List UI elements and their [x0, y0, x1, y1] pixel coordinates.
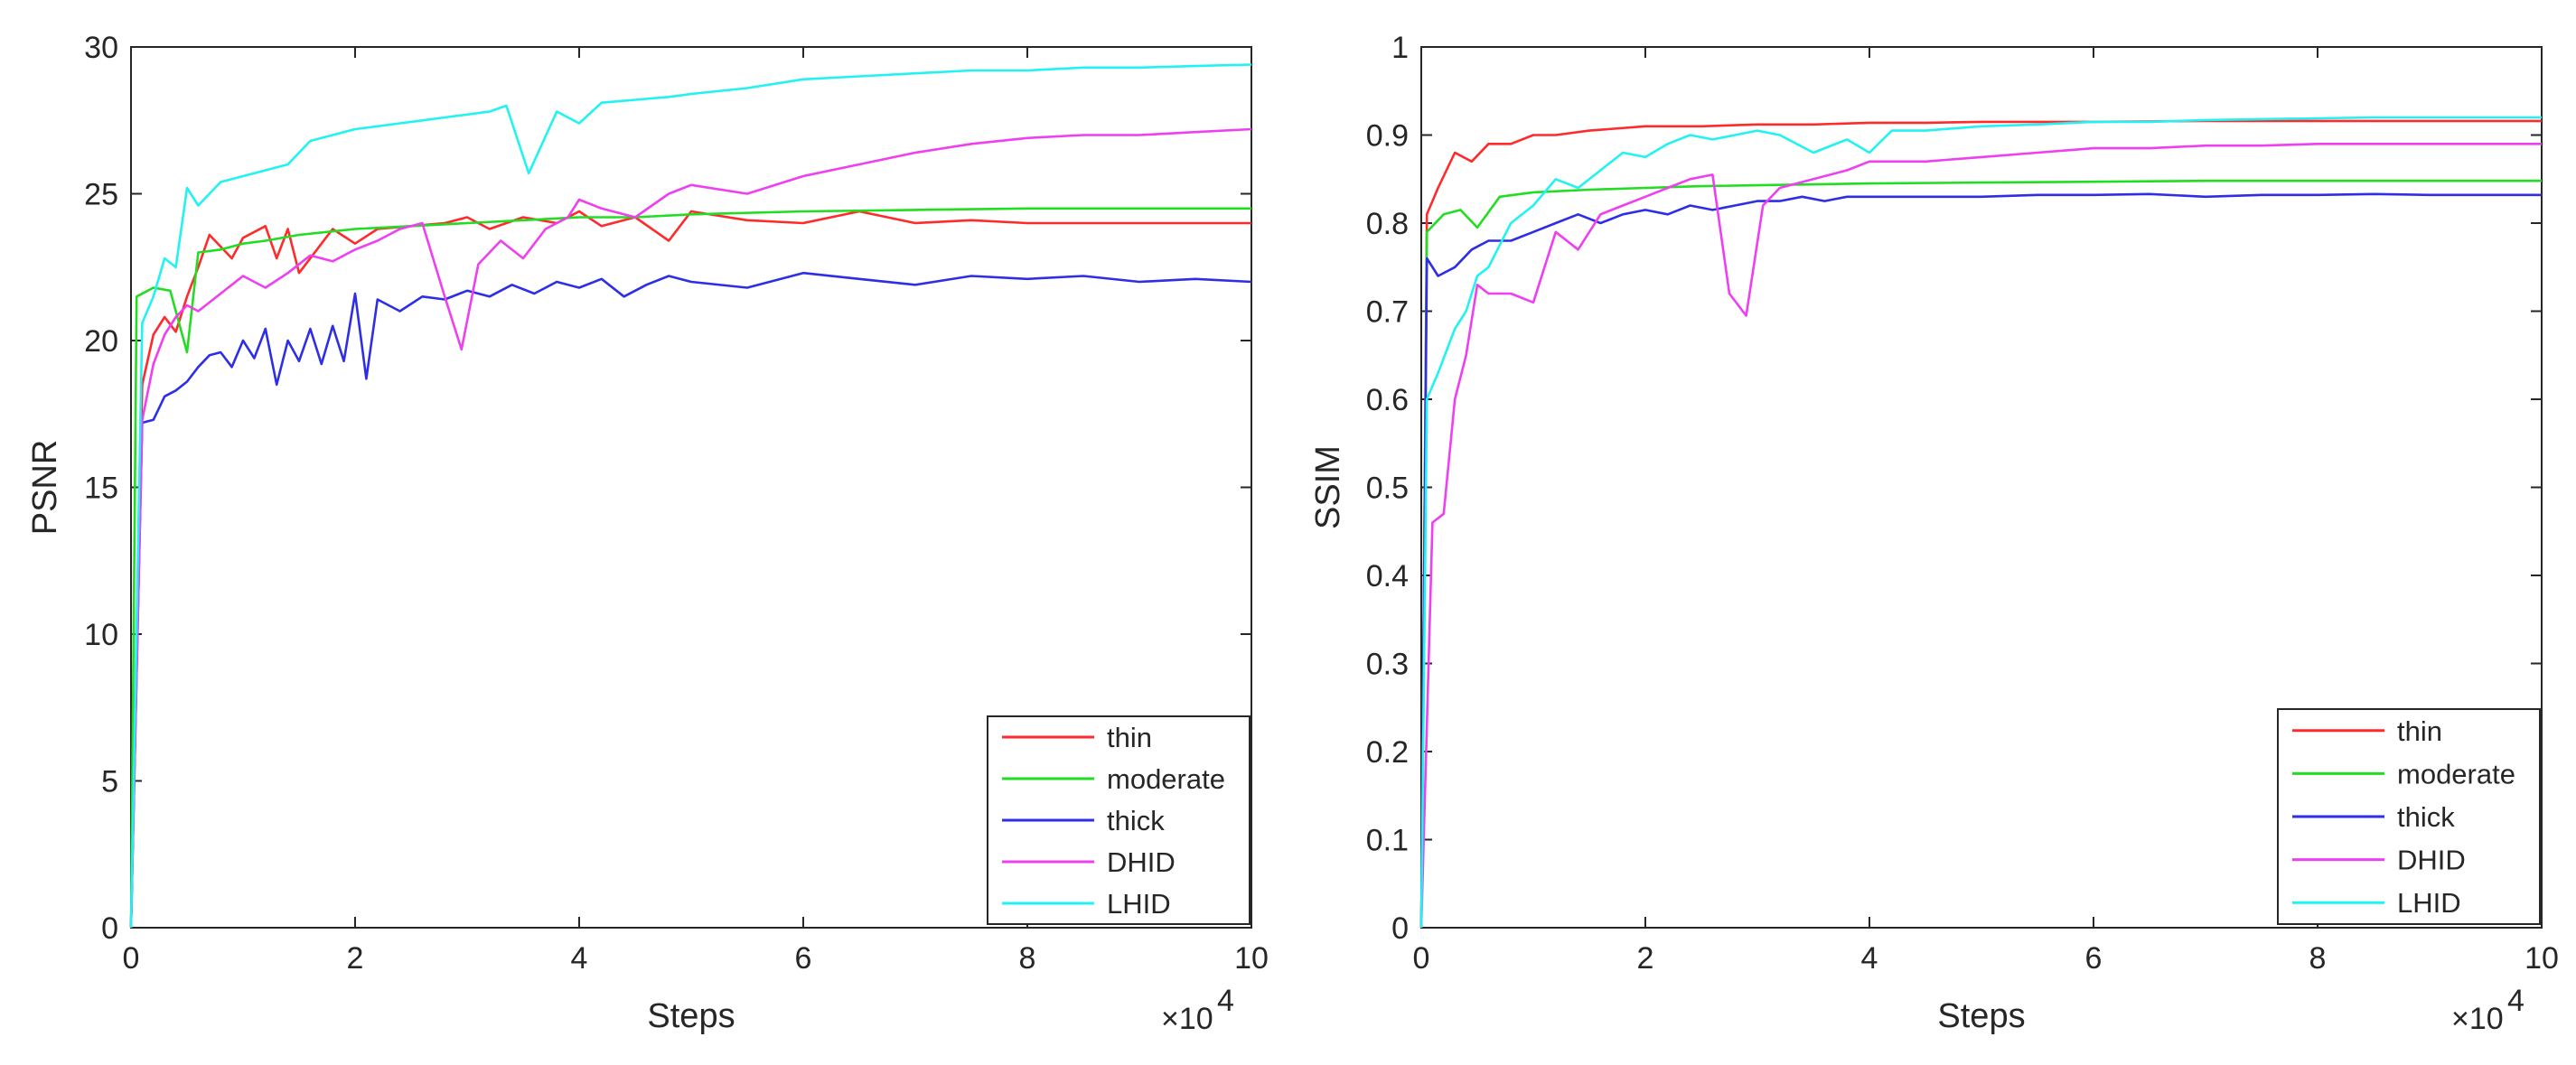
series-line-moderate — [1419, 179, 2542, 929]
series-line-thin — [129, 210, 1251, 929]
x-tick-label: 0 — [123, 941, 140, 976]
y-axis-label: SSIM — [1309, 445, 1347, 529]
series-line-dhid — [129, 127, 1252, 929]
y-tick-label: 0.5 — [1366, 472, 1409, 506]
series-line-thick — [1419, 192, 2542, 929]
y-tick-label: 20 — [84, 324, 118, 359]
y-tick-label: 15 — [84, 472, 118, 506]
x-tick-label: 4 — [571, 941, 588, 976]
y-tick-label: 0.3 — [1366, 648, 1409, 682]
series-line-lhid — [1419, 116, 2542, 929]
y-tick-label: 0 — [101, 911, 118, 946]
legend-label-dhid: DHID — [1107, 846, 1176, 878]
series-line-moderate — [129, 207, 1251, 929]
y-axis-label: PSNR — [26, 440, 64, 536]
y-tick-label: 0.8 — [1366, 207, 1409, 241]
legend-label-thin: thin — [1107, 722, 1152, 753]
y-tick-label: 0.6 — [1366, 383, 1409, 417]
series-line-lhid — [129, 63, 1252, 929]
psnr-chart: 0 2 4 6 8 10051015202530StepsPSNR×104thinmode… — [26, 31, 1269, 1036]
y-tick-label: 10 — [84, 618, 118, 652]
x-exponent-label: ×10 — [1161, 1002, 1213, 1036]
x-exponent-power: 4 — [2507, 984, 2524, 1018]
legend-label-moderate: moderate — [1107, 763, 1225, 795]
x-exponent-label: ×10 — [2451, 1002, 2504, 1036]
x-tick-label: 8 — [2309, 941, 2327, 976]
y-tick-label: 0.9 — [1366, 119, 1409, 154]
legend-label-lhid: LHID — [2397, 887, 2461, 919]
x-tick-label: 6 — [795, 941, 812, 976]
legend-label-dhid: DHID — [2397, 845, 2466, 876]
x-tick-label: 2 — [1637, 941, 1654, 976]
x-tick-label: 2 — [347, 941, 364, 976]
x-tick-label: 10 — [1234, 941, 1269, 976]
y-tick-label: 0 — [1391, 911, 1409, 946]
x-axis-label: Steps — [647, 997, 735, 1035]
x-tick-label: 8 — [1019, 941, 1036, 976]
legend-label-lhid: LHID — [1107, 888, 1171, 920]
y-tick-label: 0.2 — [1366, 735, 1409, 770]
y-tick-label: 0.4 — [1366, 559, 1409, 593]
x-tick-label: 4 — [1861, 941, 1878, 976]
y-tick-label: 25 — [84, 178, 118, 212]
series-line-thick — [129, 271, 1252, 929]
y-tick-label: 0.1 — [1366, 824, 1409, 858]
y-tick-label: 5 — [101, 765, 118, 799]
y-tick-label: 1 — [1391, 31, 1409, 65]
x-exponent-power: 4 — [1217, 984, 1234, 1018]
x-axis-label: Steps — [1937, 997, 2025, 1035]
legend-label-thick: thick — [1107, 805, 1165, 836]
x-tick-label: 0 — [1413, 941, 1430, 976]
ssim-chart: 0 2 4 6 8 10 0 0.1 0.2 0.3 0.4 0.5 0.6 0.7 0.8 0.9 1 Step… — [1309, 31, 2559, 1036]
x-tick-label: 6 — [2085, 941, 2103, 976]
legend-label-moderate: moderate — [2397, 758, 2515, 789]
x-tick-label: 10 — [2524, 941, 2559, 976]
legend-box — [987, 715, 1251, 925]
series-line-dhid — [1419, 143, 2542, 929]
legend-label-thin: thin — [2397, 715, 2442, 747]
y-tick-label: 30 — [84, 31, 118, 65]
y-tick-label: 0.7 — [1366, 295, 1409, 330]
legend-label-thick: thick — [2397, 801, 2455, 833]
